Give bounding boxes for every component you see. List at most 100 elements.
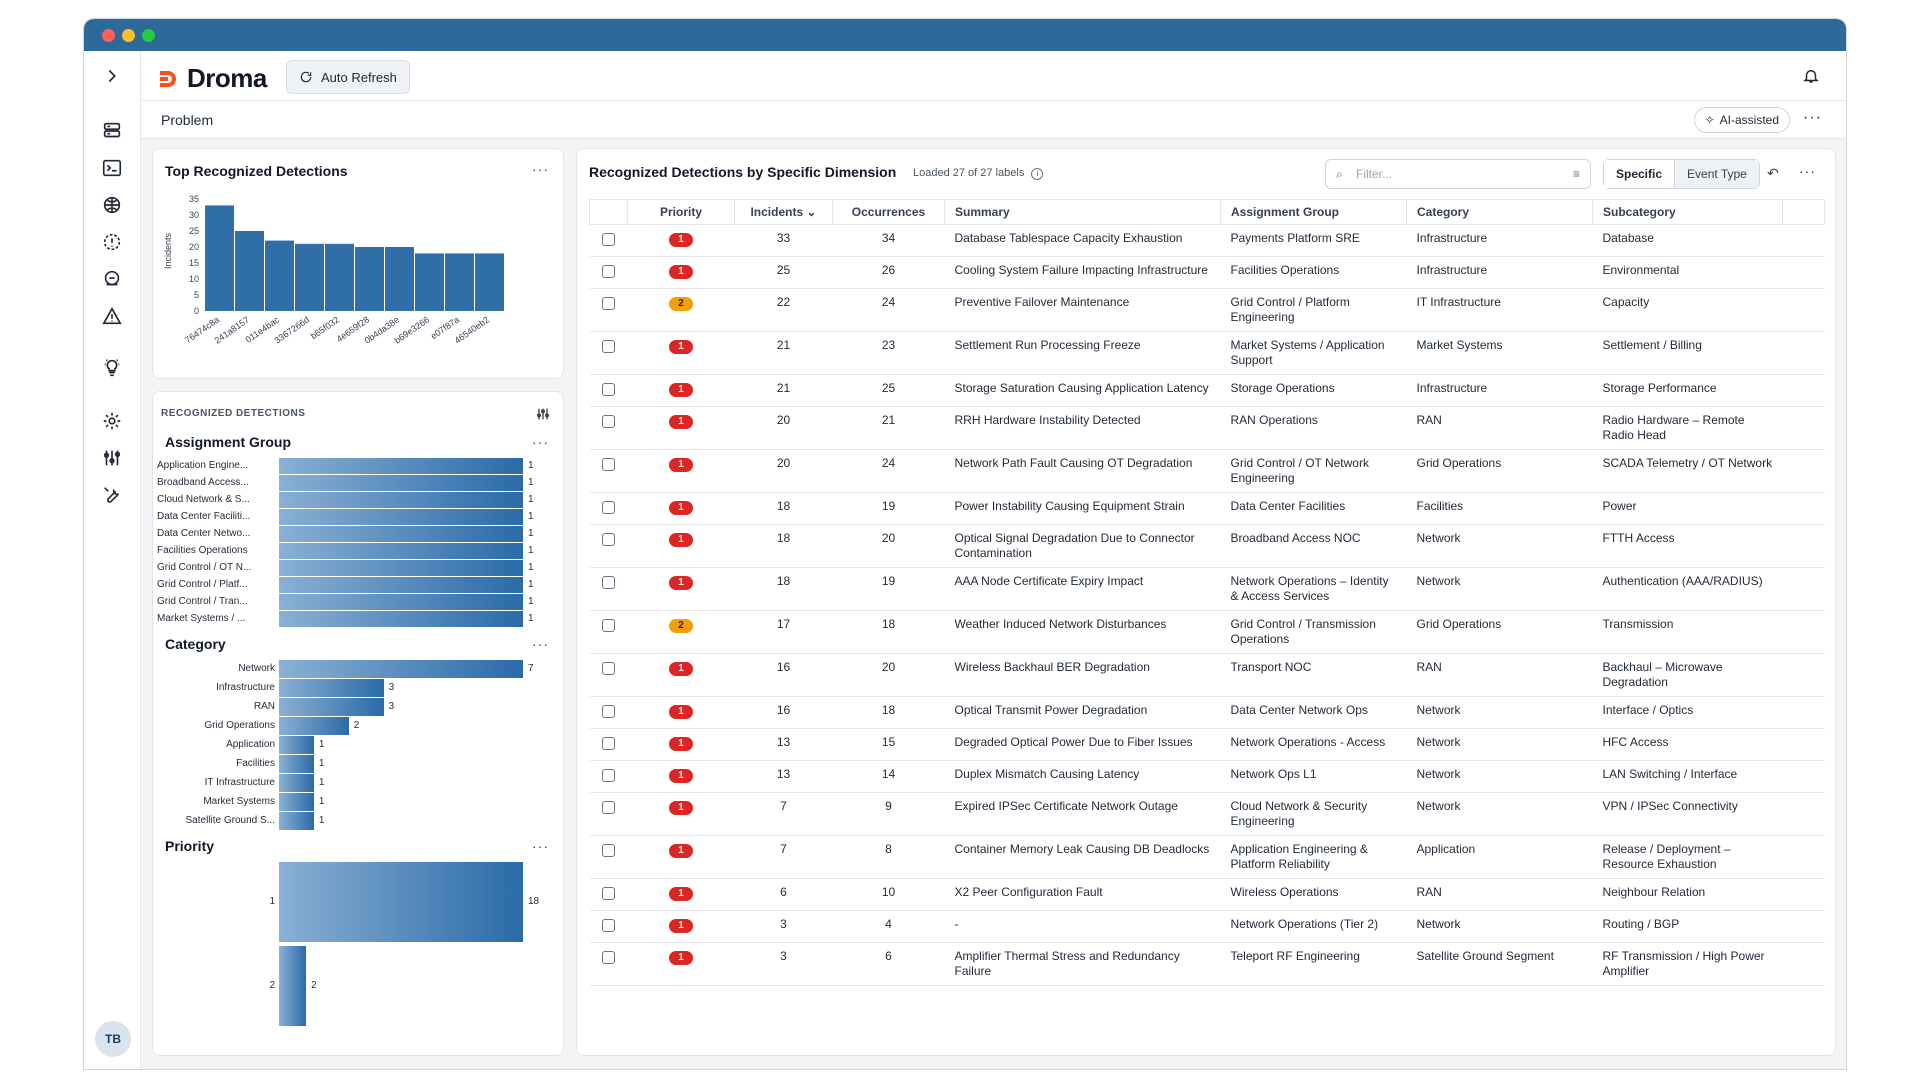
brain-icon[interactable] xyxy=(97,190,127,220)
row-checkbox[interactable] xyxy=(602,737,615,750)
table-menu-icon[interactable]: ··· xyxy=(1799,163,1816,179)
ai-assisted-button[interactable]: ✧ AI-assisted xyxy=(1693,107,1790,133)
row-checkbox[interactable] xyxy=(602,340,615,353)
bar-row[interactable]: Infrastructure 3 xyxy=(153,679,553,697)
bar-row[interactable]: Facilities Operations 1 xyxy=(153,543,553,559)
filter-sliders-icon[interactable] xyxy=(535,406,551,422)
breadcrumb[interactable]: Problem xyxy=(161,112,214,128)
row-checkbox[interactable] xyxy=(602,801,615,814)
bar-row[interactable]: 1 18 xyxy=(153,862,553,942)
table-row[interactable]: 1 18 20 Optical Signal Degradation Due to C… xyxy=(589,524,1825,568)
bar[interactable] xyxy=(279,594,523,610)
user-avatar[interactable]: TB xyxy=(95,1021,131,1057)
bar-row[interactable]: Application 1 xyxy=(153,736,553,754)
bar[interactable] xyxy=(279,862,523,942)
row-checkbox[interactable] xyxy=(602,576,615,589)
column-occurrences[interactable]: Occurrences xyxy=(832,199,945,225)
bar-row[interactable]: Grid Control / Tran... 1 xyxy=(153,594,553,610)
bar-row[interactable]: Grid Operations 2 xyxy=(153,717,553,735)
category-menu-icon[interactable]: ··· xyxy=(532,636,549,652)
page-more-menu-icon[interactable]: ··· xyxy=(1803,109,1822,126)
info-icon[interactable]: i xyxy=(1031,168,1044,180)
toggle-specific[interactable]: Specific xyxy=(1604,160,1676,188)
bar-row[interactable]: Grid Control / Platf... 1 xyxy=(153,577,553,593)
bar-row[interactable]: Facilities 1 xyxy=(153,755,553,773)
bar[interactable] xyxy=(279,812,314,830)
undo-icon[interactable]: ↶ xyxy=(1767,165,1779,181)
row-checkbox[interactable] xyxy=(602,951,615,964)
bar[interactable] xyxy=(279,509,523,525)
bar[interactable] xyxy=(279,611,523,627)
bar[interactable] xyxy=(415,253,444,311)
bar[interactable] xyxy=(279,577,523,593)
bar[interactable] xyxy=(279,526,523,542)
bar-row[interactable]: Satellite Ground S... 1 xyxy=(153,812,553,830)
wrench-icon[interactable] xyxy=(97,480,127,510)
table-row[interactable]: 1 3 4- Network Operations (Tier 2) Network Ro… xyxy=(589,910,1825,943)
filter-options-icon[interactable]: ≡ xyxy=(1572,167,1580,181)
bar[interactable] xyxy=(235,231,264,311)
bar-row[interactable]: Cloud Network & S... 1 xyxy=(153,492,553,508)
table-row[interactable]: 2 22 24 Preventive Failover Maintenance Grid… xyxy=(589,288,1825,332)
bar[interactable] xyxy=(385,247,414,311)
bar[interactable] xyxy=(265,240,294,311)
bar-row[interactable]: Grid Control / OT N... 1 xyxy=(153,560,553,576)
bar-row[interactable]: Network 7 xyxy=(153,660,553,678)
table-row[interactable]: 1 25 26 Cooling System Failure Impacting In… xyxy=(589,256,1825,289)
table-row[interactable]: 1 20 24 Network Path Fault Causing OT Degra… xyxy=(589,449,1825,493)
row-checkbox[interactable] xyxy=(602,662,615,675)
table-row[interactable]: 1 21 23 Settlement Run Processing Freeze Mar… xyxy=(589,331,1825,375)
bar-row[interactable]: Data Center Faciliti... 1 xyxy=(153,509,553,525)
bar[interactable] xyxy=(279,736,314,754)
table-row[interactable]: 1 16 20 Wireless Backhaul BER Degradation Tr… xyxy=(589,653,1825,697)
bar[interactable] xyxy=(279,946,307,1026)
bar[interactable] xyxy=(279,560,523,576)
maximize-window-button[interactable] xyxy=(142,29,155,42)
bar-row[interactable]: Broadband Access... 1 xyxy=(153,475,553,491)
row-checkbox[interactable] xyxy=(602,919,615,932)
bar[interactable] xyxy=(279,698,384,716)
bar-row[interactable]: IT Infrastructure 1 xyxy=(153,774,553,792)
row-checkbox[interactable] xyxy=(602,415,615,428)
table-row[interactable]: 1 13 15 Degraded Optical Power Due to Fiber… xyxy=(589,728,1825,761)
bar[interactable] xyxy=(355,247,384,311)
bar-row[interactable]: Data Center Netwo... 1 xyxy=(153,526,553,542)
bar-row[interactable]: RAN 3 xyxy=(153,698,553,716)
bar[interactable] xyxy=(279,679,384,697)
row-checkbox[interactable] xyxy=(602,844,615,857)
table-row[interactable]: 1 33 34 Database Tablespace Capacity Exhaus… xyxy=(589,224,1825,257)
settings-gear-icon[interactable] xyxy=(97,406,127,436)
table-row[interactable]: 1 7 8 Container Memory Leak Causing DB Dead… xyxy=(589,835,1825,879)
bar[interactable] xyxy=(325,243,354,311)
column-priority[interactable]: Priority xyxy=(627,199,735,225)
server-icon[interactable] xyxy=(97,116,127,146)
table-row[interactable]: 1 21 25 Storage Saturation Causing Applicat… xyxy=(589,374,1825,407)
warning-icon[interactable] xyxy=(97,301,127,331)
table-row[interactable]: 2 17 18 Weather Induced Network Disturbance… xyxy=(589,610,1825,654)
app-logo[interactable]: Droma xyxy=(157,63,267,94)
expand-sidebar-icon[interactable] xyxy=(97,61,127,91)
robot-icon[interactable] xyxy=(97,264,127,294)
bar-row[interactable]: Market Systems / ... 1 xyxy=(153,611,553,627)
bar[interactable] xyxy=(205,205,234,311)
column-subcategory[interactable]: Subcategory xyxy=(1592,199,1783,225)
lightbulb-icon[interactable] xyxy=(97,353,127,383)
filter-input[interactable]: ⌕ Filter... ≡ xyxy=(1325,159,1591,189)
row-checkbox[interactable] xyxy=(602,265,615,278)
table-row[interactable]: 1 7 9 Expired IPSec Certificate Network Out… xyxy=(589,792,1825,836)
bar[interactable] xyxy=(279,458,523,474)
bar[interactable] xyxy=(279,660,523,678)
sliders-icon[interactable] xyxy=(97,443,127,473)
row-checkbox[interactable] xyxy=(602,383,615,396)
column-category[interactable]: Category xyxy=(1406,199,1593,225)
row-checkbox[interactable] xyxy=(602,501,615,514)
notifications-bell-icon[interactable] xyxy=(1802,67,1820,85)
column-summary[interactable]: Summary xyxy=(944,199,1221,225)
bar[interactable] xyxy=(279,793,314,811)
bar-row[interactable]: Application Engine... 1 xyxy=(153,458,553,474)
row-checkbox[interactable] xyxy=(602,297,615,310)
bar-row[interactable]: Market Systems 1 xyxy=(153,793,553,811)
alert-clock-icon[interactable] xyxy=(97,227,127,257)
table-row[interactable]: 1 16 18 Optical Transmit Power Degradation D… xyxy=(589,696,1825,729)
